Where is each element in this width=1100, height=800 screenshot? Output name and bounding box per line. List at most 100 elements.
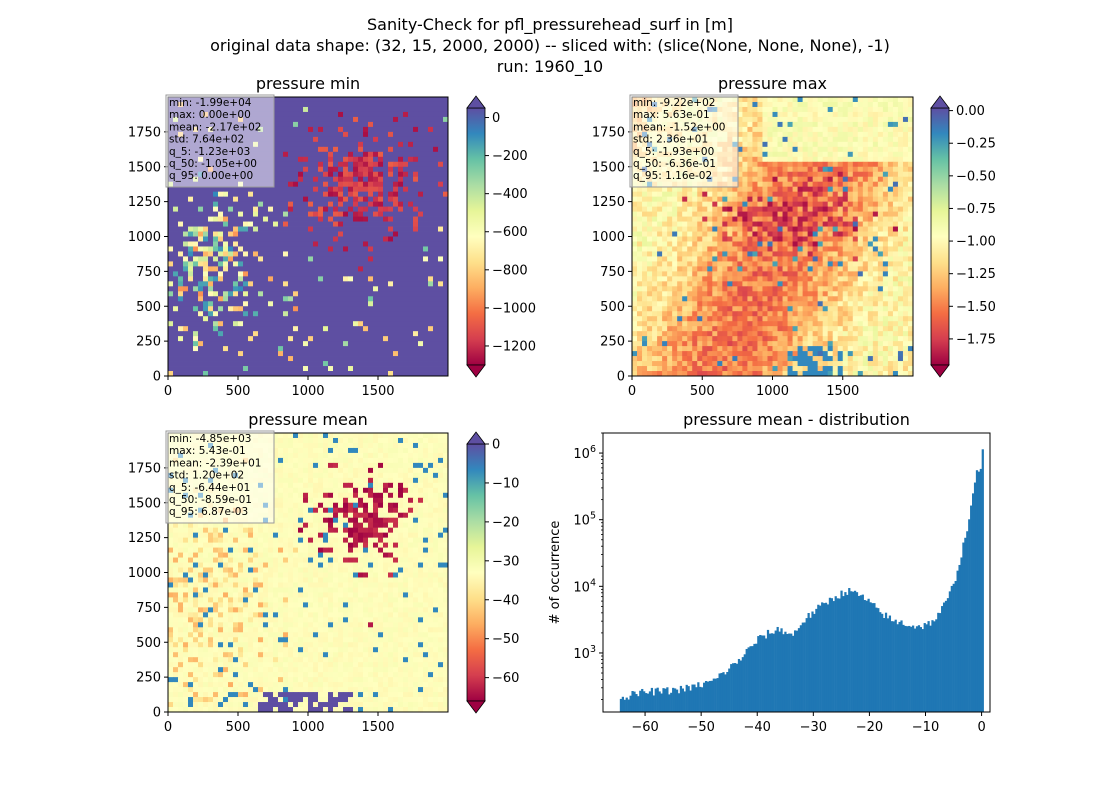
stats-line: q_50: -8.59e-01	[169, 494, 252, 506]
histogram-bar	[881, 613, 884, 712]
histogram-bar	[821, 602, 824, 712]
histogram-bar	[966, 531, 969, 712]
stats-line: std: 2.36e+01	[633, 134, 708, 146]
heatmap-panel-pressure-mean: pressure mean 0 500 1000 1500 0 250 500 750 1000 1…	[128, 410, 520, 735]
histogram-bar	[786, 633, 789, 712]
stats-line: min: -9.22e+02	[633, 97, 715, 109]
x-tick-label: 1000	[756, 384, 789, 399]
colorbar-tick-label: −60	[492, 671, 519, 686]
stats-line: max: 5.63e-01	[633, 109, 710, 121]
histogram-bar	[708, 680, 712, 712]
histogram-bar	[962, 542, 965, 712]
y-tick-label: 250	[136, 671, 161, 686]
x-tick-label: −50	[687, 720, 714, 735]
histogram-bar	[656, 687, 659, 712]
histogram-bar	[941, 606, 944, 712]
y-tick-label: 1250	[592, 195, 625, 210]
histogram-bar	[811, 611, 814, 712]
histogram-bar	[931, 620, 934, 712]
histogram-bar	[761, 635, 764, 712]
histogram-bar	[633, 691, 636, 712]
colorbar-tick-label: 0	[492, 111, 500, 126]
stats-line: min: -4.85e+03	[169, 433, 251, 445]
histogram-bar	[755, 643, 758, 712]
histogram-bar	[830, 598, 833, 712]
histogram-bar	[977, 471, 981, 712]
histogram-bar	[834, 596, 837, 712]
histogram-bar	[973, 482, 977, 712]
histogram-bar	[813, 613, 816, 712]
x-tick-label: 0	[164, 720, 172, 735]
histogram-bar	[929, 625, 932, 712]
y-tick-label: 500	[600, 300, 625, 315]
histogram-bar	[952, 583, 955, 712]
x-tick-label: −20	[856, 720, 883, 735]
histogram-bar	[703, 682, 706, 712]
histogram-bar	[654, 688, 657, 712]
y-tick-label: 750	[136, 601, 161, 616]
histogram-bar	[836, 598, 839, 712]
histogram-bar	[871, 603, 874, 712]
y-tick-label: 105	[573, 511, 596, 529]
histogram-bar	[894, 619, 897, 712]
stats-line: std: 7.64e+02	[169, 134, 244, 146]
histogram-bar	[629, 695, 632, 712]
histogram-bar	[913, 628, 917, 712]
histogram-bar	[648, 691, 652, 712]
histogram-bar	[892, 621, 895, 712]
y-tick-label: 1750	[128, 461, 161, 476]
y-tick-label: 104	[573, 577, 596, 595]
histogram-bar	[886, 618, 890, 712]
histogram-bars	[619, 449, 984, 712]
colorbar-tick-label: −1000	[492, 301, 536, 316]
histogram-bar	[797, 628, 801, 712]
stats-line: max: 0.00e+00	[169, 109, 251, 121]
histogram-bar	[981, 449, 984, 712]
histogram-bar	[691, 684, 694, 712]
histogram-bar	[879, 612, 882, 712]
colorbar	[466, 443, 486, 702]
x-tick-label: 500	[690, 384, 715, 399]
colorbar-tick-label: −1.50	[956, 300, 996, 315]
histogram-bar	[745, 648, 748, 712]
x-tick-label: 0	[628, 384, 636, 399]
histogram-bar	[950, 585, 953, 712]
histogram-bar	[635, 694, 638, 712]
colorbar-extend-bottom	[466, 700, 486, 714]
y-tick-label: 1750	[592, 125, 625, 140]
histogram-bar	[625, 697, 628, 712]
y-tick-label: 106	[573, 444, 596, 462]
histogram-bar	[958, 564, 961, 712]
histogram-bar	[674, 688, 677, 712]
histogram-bar	[819, 605, 822, 712]
stats-line: q_5: -1.93e+00	[633, 146, 714, 158]
histogram-bar	[631, 691, 634, 712]
histogram-bar	[679, 685, 683, 712]
x-tick-label: −60	[631, 720, 658, 735]
histogram-bar	[718, 673, 721, 712]
histogram-bar	[904, 625, 907, 712]
histogram-bar	[695, 687, 698, 712]
histogram-bar	[621, 696, 624, 712]
histogram-bar	[900, 620, 903, 712]
histogram-bar	[912, 625, 915, 712]
colorbar	[466, 107, 486, 366]
histogram-bar	[906, 626, 909, 712]
histogram-bar	[732, 663, 735, 712]
histogram-bar	[776, 626, 779, 712]
histogram-bar	[726, 671, 729, 712]
stats-line: q_5: -6.44e+01	[169, 482, 250, 494]
heatmap-panel-pressure-min: pressure min 0 500 1000 1500 0 250 500 750 1000 12…	[128, 74, 536, 399]
histogram-bar	[944, 600, 948, 712]
histogram-bar	[828, 597, 832, 712]
histogram-bar	[846, 594, 849, 712]
histogram-bar	[972, 493, 975, 712]
histogram-bar	[925, 624, 928, 712]
histogram-bar	[685, 684, 688, 712]
histogram-bar	[917, 625, 921, 712]
x-tick-label: −40	[744, 720, 771, 735]
histogram-bar	[975, 470, 979, 712]
histogram-bar	[809, 617, 812, 712]
histogram-bar	[799, 625, 803, 712]
colorbar-tick-label: −400	[492, 187, 528, 202]
